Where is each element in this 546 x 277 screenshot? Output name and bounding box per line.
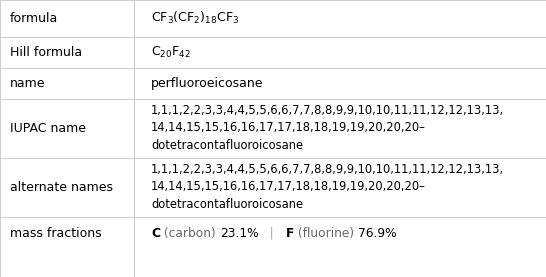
Text: (fluorine): (fluorine) (294, 227, 358, 240)
Text: $\mathregular{C_{20}F_{42}}$: $\mathregular{C_{20}F_{42}}$ (151, 45, 191, 60)
Text: (carbon): (carbon) (160, 227, 220, 240)
Text: F: F (286, 227, 294, 240)
Text: alternate names: alternate names (10, 181, 113, 194)
Text: 76.9%: 76.9% (358, 227, 397, 240)
Text: 1,1,1,2,2,3,3,4,4,5,5,6,6,7,7,8,8,9,9,10,10,11,11,12,12,13,13,
14,14,15,15,16,16: 1,1,1,2,2,3,3,4,4,5,5,6,6,7,7,8,8,9,9,10… (151, 163, 505, 211)
Text: IUPAC name: IUPAC name (10, 122, 86, 135)
Text: name: name (10, 77, 45, 90)
Text: 23.1%: 23.1% (220, 227, 258, 240)
Text: formula: formula (10, 12, 58, 25)
Text: Hill formula: Hill formula (10, 46, 82, 59)
Text: perfluoroeicosane: perfluoroeicosane (151, 77, 264, 90)
Text: $\mathregular{CF_3(CF_2)_{18}CF_3}$: $\mathregular{CF_3(CF_2)_{18}CF_3}$ (151, 10, 240, 27)
Text: |: | (258, 227, 286, 240)
Text: 1,1,1,2,2,3,3,4,4,5,5,6,6,7,7,8,8,9,9,10,10,11,11,12,12,13,13,
14,14,15,15,16,16: 1,1,1,2,2,3,3,4,4,5,5,6,6,7,7,8,8,9,9,10… (151, 104, 505, 152)
Text: mass fractions: mass fractions (10, 227, 102, 240)
Text: C: C (151, 227, 160, 240)
